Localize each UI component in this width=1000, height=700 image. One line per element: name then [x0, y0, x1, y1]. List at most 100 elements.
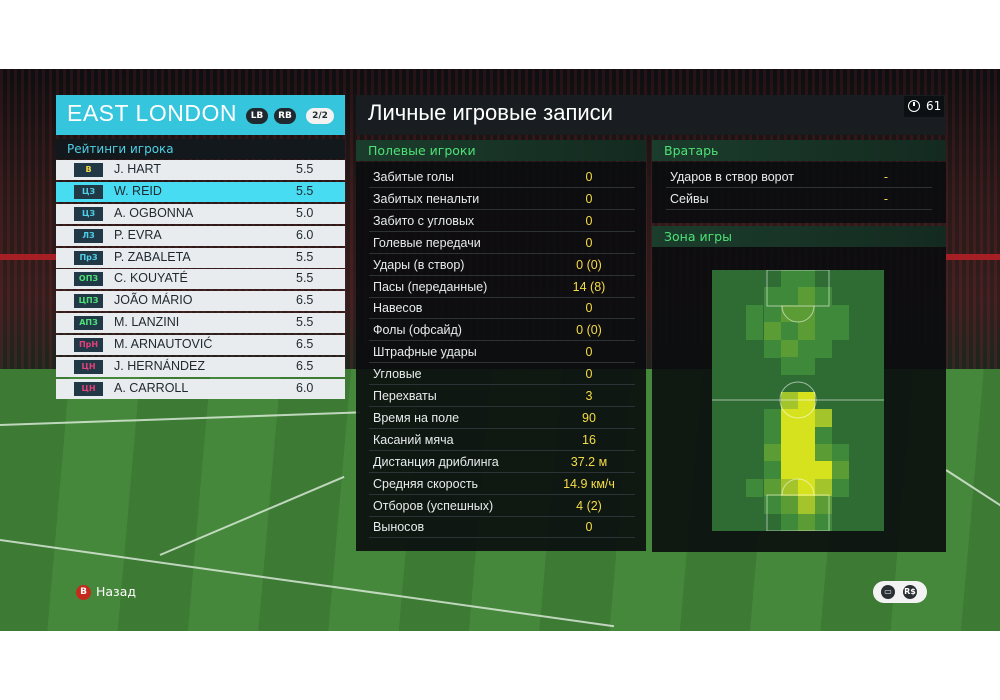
player-rating: 5.5: [296, 271, 314, 286]
player-name: M. LANZINI: [114, 315, 180, 330]
player-name: P. EVRA: [114, 227, 162, 242]
position-badge: ЛЗ: [74, 228, 103, 243]
heatmap-cell: [763, 304, 781, 323]
player-row[interactable]: ЦН A. CARROLL 6.0: [56, 378, 345, 399]
position-badge: В: [74, 163, 103, 177]
heatmap-cell: [746, 304, 764, 323]
stat-label: Перехваты: [373, 389, 437, 403]
stat-label: Касаний мяча: [373, 432, 454, 447]
stat-row: Забитые голы 0: [369, 167, 635, 188]
player-name: P. ZABALETA: [114, 249, 191, 264]
player-name: A. CARROLL: [114, 380, 189, 395]
heatmap-cell: [763, 409, 781, 428]
stat-value: 0: [585, 235, 593, 250]
rs-stick-icon[interactable]: R$: [903, 585, 917, 599]
stat-value: 14.9 км/ч: [563, 476, 615, 491]
controller-hints[interactable]: ▭ R$: [873, 581, 927, 603]
heatmap-cell: [780, 357, 798, 375]
stat-row: Время на поле 90: [369, 408, 635, 429]
heatmap-cell: [798, 270, 815, 288]
player-row[interactable]: ПрН M. ARNAUTOVIĆ 6.5: [56, 335, 345, 356]
stat-label: Сейвы: [670, 191, 709, 206]
stat-row: Удары (в створ) 0 (0): [369, 255, 635, 276]
player-rating: 5.0: [296, 205, 314, 220]
heatmap-cell: [815, 304, 833, 323]
heatmap-cell: [798, 357, 815, 375]
stat-row: Перехваты 3: [369, 386, 635, 407]
heatmap-pitch: [712, 270, 884, 531]
stat-label: Время на поле: [373, 410, 460, 425]
stat-label: Забитые голы: [373, 170, 455, 184]
stat-value: -: [883, 170, 889, 184]
stat-label: Забитых пенальти: [373, 191, 480, 206]
stat-label: Фолы (офсайд): [373, 323, 462, 338]
player-row[interactable]: ЛЗ P. EVRA 6.0: [56, 225, 345, 246]
stat-row: Выносов 0: [369, 517, 635, 539]
position-badge: ЦЗ: [74, 206, 103, 221]
stadium-ad-board: [0, 254, 60, 260]
stat-label: Дистанция дриблинга: [373, 454, 499, 469]
stat-value: 14 (8): [572, 279, 606, 294]
goalkeeper-stats-panel: Ударов в створ ворот - Сейвы -: [652, 162, 946, 223]
rb-button-icon[interactable]: RB: [274, 108, 296, 124]
stat-row: Сейвы -: [666, 189, 932, 210]
position-badge: ЦН: [74, 381, 103, 396]
heatmap-cell: [780, 496, 798, 515]
heatmap-pitch-lines: [712, 270, 884, 531]
stat-value: 0: [585, 345, 593, 360]
heatmap-cell: [780, 409, 798, 428]
stat-label: Штрафные удары: [373, 345, 477, 360]
player-rating: 5.5: [296, 162, 314, 176]
back-label: Назад: [96, 584, 137, 599]
stat-value: 3: [585, 389, 593, 403]
heatmap-cell: [815, 322, 833, 341]
heatmap-cell: [746, 322, 764, 341]
player-row[interactable]: ЦН J. HERNÁNDEZ 6.5: [56, 357, 345, 378]
back-button[interactable]: B Назад: [76, 584, 136, 600]
heatmap-cell: [763, 444, 781, 462]
stat-value: 37.2 м: [570, 454, 608, 469]
player-name: J. HART: [114, 162, 161, 176]
lb-button-icon[interactable]: LB: [246, 108, 268, 124]
heatmap-cell: [815, 339, 833, 358]
position-badge: ЦПЗ: [74, 294, 103, 309]
heatmap-cell: [798, 426, 815, 445]
page-title: Личные игровые записи: [368, 100, 613, 125]
player-row[interactable]: В J. HART 5.5: [56, 160, 345, 180]
heatmap-cell: [780, 270, 798, 288]
ratings-title: Рейтинги игрока: [56, 139, 345, 159]
position-badge: ОПЗ: [74, 272, 103, 287]
player-row[interactable]: ОПЗ C. KOUYATÉ 5.5: [56, 269, 345, 290]
heatmap-cell: [832, 304, 850, 323]
stat-label: Забито с угловых: [373, 213, 475, 228]
position-badge: АПЗ: [74, 316, 103, 331]
stat-label: Ударов в створ ворот: [670, 170, 794, 184]
heatmap-cell: [780, 287, 798, 306]
player-row[interactable]: ЦПЗ JOÃO MÁRIO 6.5: [56, 291, 345, 312]
heatmap-cell: [815, 444, 833, 462]
stat-row: Забитых пенальти 0: [369, 189, 635, 210]
player-row[interactable]: АПЗ M. LANZINI 5.5: [56, 313, 345, 334]
heatmap-cell: [780, 391, 798, 410]
position-badge: ЦЗ: [74, 184, 103, 199]
stat-value: -: [883, 191, 889, 206]
chat-icon[interactable]: ▭: [881, 585, 895, 599]
stat-row: Навесов 0: [369, 298, 635, 320]
stat-value: 16: [582, 432, 596, 447]
player-row[interactable]: ПрЗ P. ZABALETA 5.5: [56, 247, 345, 268]
heatmap-cell: [763, 322, 781, 341]
player-name: W. REID: [114, 183, 162, 198]
player-ratings-list: В J. HART 5.5 ЦЗ W. REID 5.5 ЦЗ A. OGBONNA 5.0 ЛЗ…: [56, 160, 345, 401]
heatmap-cell: [798, 304, 815, 323]
player-row[interactable]: ЦЗ A. OGBONNA 5.0: [56, 203, 345, 224]
stat-value: 0: [585, 191, 593, 206]
heatmap-cell: [798, 287, 815, 306]
player-rating: 6.5: [296, 359, 314, 374]
stat-value: 0 (0): [576, 257, 602, 272]
player-row[interactable]: ЦЗ W. REID 5.5: [56, 181, 345, 202]
stat-value: 0: [585, 213, 593, 228]
heatmap-cell: [763, 478, 781, 497]
stat-label: Пасы (переданные): [373, 279, 488, 294]
stat-row: Отборов (успешных) 4 (2): [369, 496, 635, 517]
main-header: Личные игровые записи: [356, 95, 946, 135]
